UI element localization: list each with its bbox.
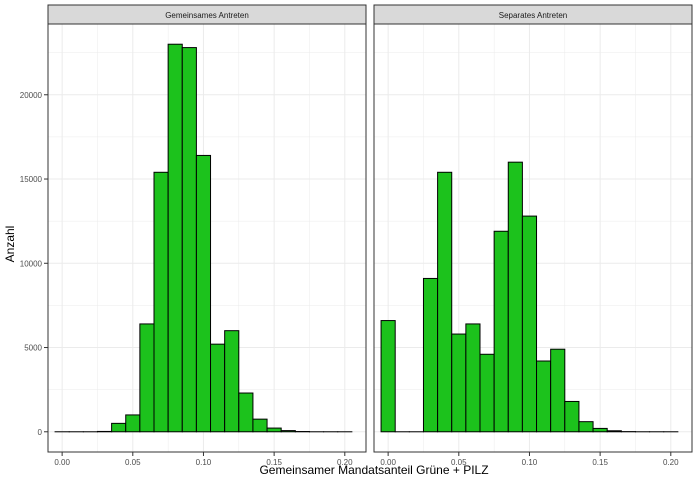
histogram-bar [438, 172, 452, 431]
histogram-bar [140, 324, 154, 432]
y-axis-title: Anzahl [3, 226, 17, 263]
facet-strip-title: Separates Antreten [499, 11, 568, 20]
x-tick-label: 0.15 [592, 458, 608, 467]
x-tick-label: 0.10 [522, 458, 538, 467]
y-tick-label: 5000 [24, 344, 42, 353]
histogram-bar [168, 44, 182, 432]
histogram-bar [154, 172, 168, 431]
histogram-bar [112, 423, 126, 431]
histogram-bar [607, 431, 621, 432]
histogram-bar [211, 344, 225, 432]
histogram-bar [182, 48, 196, 432]
y-tick-label: 0 [38, 428, 43, 437]
histogram-bar [225, 331, 239, 432]
y-tick-label: 10000 [20, 259, 43, 268]
x-tick-label: 0.20 [663, 458, 679, 467]
histogram-bar [565, 401, 579, 431]
histogram-bar [466, 324, 480, 432]
y-axis-layer: 0 5000 10000 15000 20000 [20, 91, 48, 437]
y-tick-label: 15000 [20, 175, 43, 184]
histogram-bar [281, 431, 295, 432]
histogram-bar [126, 415, 140, 432]
histogram-bar [239, 393, 253, 432]
histogram-bar [579, 422, 593, 432]
histogram-bar [253, 419, 267, 432]
histogram-bar [551, 349, 565, 432]
x-tick-label: 0.00 [54, 458, 70, 467]
panels-layer: Gemeinsames Antreten 0.00 0.05 0.10 0.15 0.20… [48, 5, 692, 467]
x-tick-label: 0.05 [125, 458, 141, 467]
histogram-bar [522, 216, 536, 432]
histogram-bar [537, 361, 551, 432]
x-tick-label: 0.10 [196, 458, 212, 467]
facet-strip-title: Gemeinsames Antreten [165, 11, 249, 20]
histogram-bar [593, 428, 607, 431]
histogram-bar [267, 428, 281, 432]
histogram-bar [494, 231, 508, 432]
histogram-bar [196, 155, 210, 431]
histogram-bar [480, 354, 494, 432]
histogram-bar [381, 321, 395, 432]
histogram-bar [423, 278, 437, 431]
x-axis-title: Gemeinsamer Mandatsanteil Grüne + PILZ [259, 463, 488, 477]
y-tick-label: 20000 [20, 91, 43, 100]
histogram-bar [508, 162, 522, 432]
histogram-bar [452, 334, 466, 432]
